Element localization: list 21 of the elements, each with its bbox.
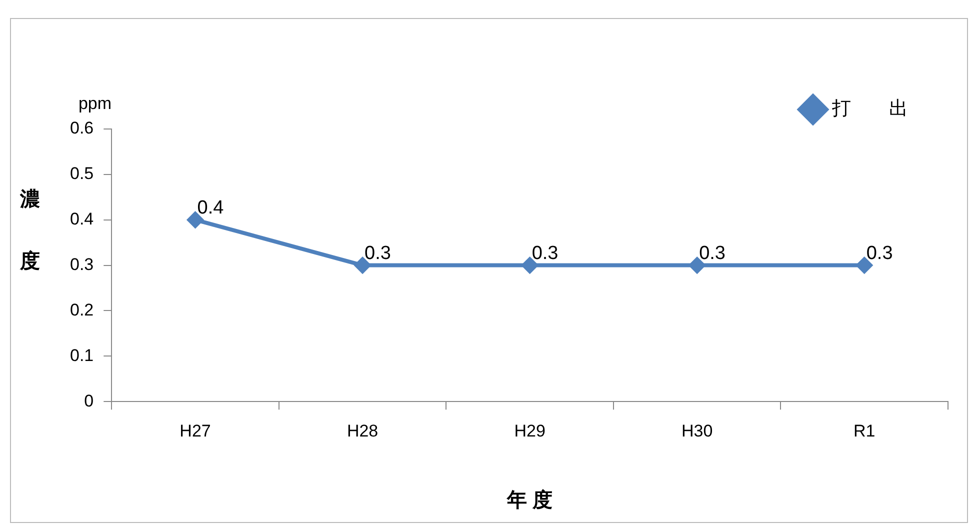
x-tick-label: R1 <box>853 421 876 440</box>
y-tick-label: 0.6 <box>70 118 94 138</box>
x-tick-label: H30 <box>681 421 713 440</box>
data-label: 0.3 <box>364 243 391 264</box>
y-tick-label: 0.5 <box>70 164 94 184</box>
x-tick-label: H29 <box>514 421 546 440</box>
data-label: 0.3 <box>866 243 893 264</box>
legend-label: 打 出 <box>831 98 908 120</box>
data-label: 0.3 <box>532 243 558 264</box>
x-axis-title: 年 度 <box>506 488 553 512</box>
y-tick-label: 0.3 <box>70 254 94 274</box>
y-tick-label: 0.2 <box>70 300 94 320</box>
y-tick-label: 0 <box>84 391 94 410</box>
x-tick-label: H28 <box>346 421 378 440</box>
data-label: 0.4 <box>197 198 224 219</box>
x-tick-label: H27 <box>180 421 211 440</box>
text: ppm <box>78 94 112 114</box>
text: 濃度 <box>20 188 40 273</box>
data-label: 0.3 <box>699 243 726 264</box>
y-tick-label: 0.4 <box>70 210 94 229</box>
y-tick-label: 0.1 <box>70 346 94 365</box>
